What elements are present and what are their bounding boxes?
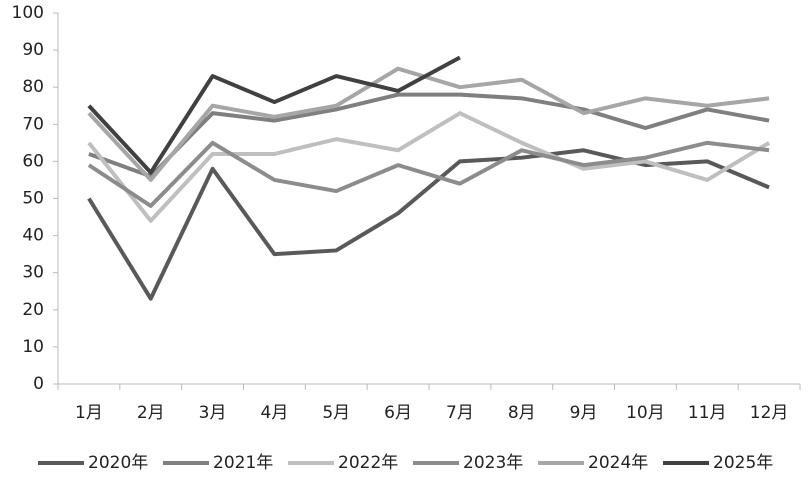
x-tick-label: 9月 bbox=[570, 403, 598, 423]
x-tick-label: 10月 bbox=[626, 403, 665, 423]
x-tick-label: 8月 bbox=[508, 403, 536, 423]
y-tick-label: 90 bbox=[22, 40, 44, 60]
legend-label: 2025年 bbox=[713, 453, 773, 473]
x-tick-label: 1月 bbox=[75, 403, 103, 423]
y-tick-label: 20 bbox=[22, 300, 44, 320]
legend-label: 2022年 bbox=[338, 453, 398, 473]
series-line bbox=[87, 66, 770, 182]
x-tick-label: 4月 bbox=[261, 403, 289, 423]
y-tick-label: 0 bbox=[33, 374, 44, 394]
y-tick-label: 40 bbox=[22, 226, 44, 246]
x-tick-label: 3月 bbox=[199, 403, 227, 423]
y-tick-label: 60 bbox=[22, 151, 44, 171]
x-tick-label: 2月 bbox=[137, 403, 165, 423]
legend-label: 2023年 bbox=[463, 453, 523, 473]
legend-label: 2020年 bbox=[88, 453, 148, 473]
series-line bbox=[87, 55, 461, 175]
x-tick-label: 12月 bbox=[750, 403, 789, 423]
y-tick-label: 70 bbox=[22, 114, 44, 134]
series-line bbox=[87, 111, 771, 223]
x-tick-label: 6月 bbox=[384, 403, 412, 423]
legend-label: 2024年 bbox=[588, 453, 648, 473]
y-tick-label: 30 bbox=[22, 263, 44, 283]
x-tick-label: 5月 bbox=[322, 403, 350, 423]
y-tick-label: 80 bbox=[22, 77, 44, 97]
y-tick-label: 100 bbox=[12, 3, 44, 23]
y-tick-label: 50 bbox=[22, 189, 44, 209]
y-tick-label: 10 bbox=[22, 337, 44, 357]
legend-label: 2021年 bbox=[213, 453, 273, 473]
series-line bbox=[88, 92, 770, 179]
x-tick-label: 11月 bbox=[688, 403, 727, 423]
series-line bbox=[87, 140, 770, 208]
x-tick-label: 7月 bbox=[446, 403, 474, 423]
